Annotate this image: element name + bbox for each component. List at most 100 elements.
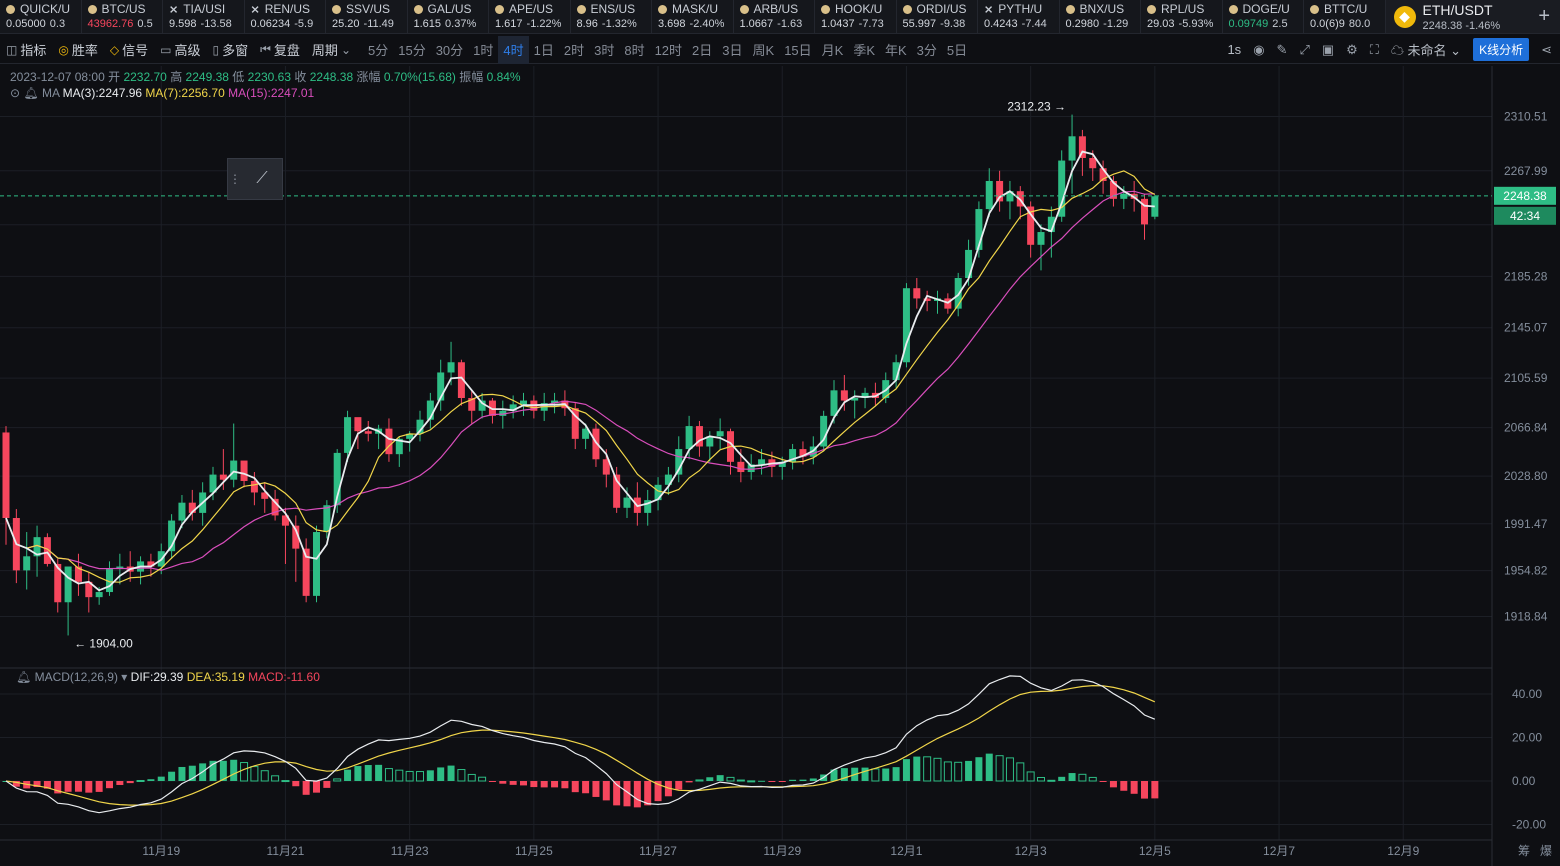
interval-3[interactable]: 1时 — [473, 43, 494, 58]
interval-18[interactable]: 5日 — [946, 43, 968, 58]
ticker-item[interactable]: GAL/US 1.615 0.37% — [408, 0, 489, 34]
interval-4[interactable]: 4时 — [498, 35, 529, 64]
drawing-toolbox[interactable]: ⋮ ⟋ — [227, 158, 283, 200]
macd-bar — [271, 775, 280, 782]
ticker-item[interactable]: QUICK/U 0.05000 0.3 — [0, 0, 82, 34]
macd-bar — [85, 781, 93, 793]
camera-icon[interactable]: ◉ — [1253, 41, 1265, 57]
ticker-price-row: 0.09749 2.5 — [1229, 18, 1304, 30]
add-symbol-icon[interactable]: + — [1538, 5, 1550, 27]
candle — [1099, 160, 1107, 194]
candle-body — [592, 428, 600, 460]
ticker-item[interactable]: ARB/US 1.0667 -1.63 — [734, 0, 815, 34]
candle — [168, 514, 176, 559]
interval-6[interactable]: 2时 — [563, 43, 585, 58]
interval-13[interactable]: 15日 — [784, 43, 812, 58]
toolbar-button-chevron-down[interactable]: 周期 ⌄ — [306, 36, 357, 64]
share-icon[interactable]: ⋖ — [1541, 41, 1552, 57]
ticker-item[interactable]: BTTC/U 0.0(6)9 80.0 — [1304, 0, 1386, 34]
ticker-price: 1.0667 — [739, 18, 774, 30]
y-axis-label: 1954.82 — [1504, 564, 1548, 578]
high-label: 高 — [170, 70, 183, 84]
cross-icon: ⨯ — [250, 3, 260, 16]
interval-8[interactable]: 8时 — [624, 43, 645, 58]
ticker-change: -9.38 — [940, 18, 966, 30]
ticker-item[interactable]: RPL/US 29.03 -5.93% — [1141, 0, 1223, 34]
ticker-item[interactable]: DOGE/U 0.09749 2.5 — [1223, 0, 1304, 34]
ma15-value: MA(15):2247.01 — [228, 86, 315, 100]
interval-12[interactable]: 周K — [752, 43, 775, 58]
current-price: 2248.38 — [1422, 19, 1463, 32]
ticker-item[interactable]: ⨯ TIA/USI 9.598 -13.58 — [163, 0, 245, 34]
bell-icon[interactable]: 🔔︎ — [23, 86, 39, 100]
macd-bar — [178, 766, 186, 781]
ticker-symbol: PYTH/U — [998, 2, 1043, 16]
ticker-item[interactable]: ORDI/US 55.997 -9.38 — [897, 0, 978, 34]
interval-14[interactable]: 月K — [821, 43, 844, 58]
toolbar-button-briefcase[interactable]: ▭ 高级 — [154, 36, 206, 64]
pencil-icon[interactable]: ✎ — [1276, 41, 1288, 57]
chevron-down-icon[interactable]: ▾ — [121, 670, 131, 684]
macd-bar — [995, 755, 1004, 782]
candle — [778, 456, 786, 480]
collapse-icon[interactable]: ⊙ — [10, 86, 21, 100]
interval-1[interactable]: 15分 — [398, 43, 426, 58]
interval-9[interactable]: 12时 — [654, 43, 683, 58]
macd-bar — [1109, 781, 1117, 788]
interval-7[interactable]: 3时 — [594, 43, 615, 58]
ticker-item[interactable]: BNX/US 0.2980 -1.29 — [1060, 0, 1141, 34]
interval-16[interactable]: 年K — [885, 43, 907, 58]
ticker-symbol: MASK/U — [672, 2, 719, 16]
ticker-item[interactable]: HOOK/U 1.0437 -7.73 — [815, 0, 897, 34]
interval-0[interactable]: 5分 — [368, 43, 389, 58]
current-change: -1.46% — [1465, 19, 1501, 32]
candle — [592, 423, 600, 467]
amplitude-label: 振幅 — [459, 70, 484, 84]
trend-line-icon[interactable]: ⟋ — [256, 170, 268, 187]
toolbar-button-window[interactable]: ▯ 多窗 — [206, 36, 254, 64]
expand-icon[interactable]: ⤢ — [1299, 41, 1310, 57]
interval-5[interactable]: 1日 — [533, 43, 554, 58]
ticker-symbol: BTC/US — [101, 2, 146, 16]
ticker-item[interactable]: ⨯ REN/US 0.06234 -5.9 — [245, 0, 326, 34]
ma7-line — [5, 170, 1156, 583]
bell-icon[interactable]: 🔔︎ — [16, 670, 32, 684]
macd-legend: 🔔︎ MACD(12,26,9) ▾ DIF:29.39 DEA:35.19 M… — [16, 670, 320, 684]
candle — [209, 466, 217, 501]
candle — [675, 436, 683, 483]
interval-1s[interactable]: 1s — [1227, 42, 1242, 57]
toolbar-label: 周期 — [311, 43, 338, 58]
fullscreen-icon[interactable]: ⛶ — [1369, 41, 1379, 57]
kline-analysis-button[interactable]: K线分析 — [1473, 38, 1530, 61]
axis-setting-chou[interactable]: 筹 — [1518, 844, 1530, 858]
ticker-item[interactable]: APE/US 1.617 -1.22% — [489, 0, 571, 34]
candle — [74, 553, 82, 596]
ticker-item[interactable]: MASK/U 3.698 -2.40% — [652, 0, 734, 34]
candle — [882, 372, 890, 404]
toolbar-button-signal[interactable]: ◇ 信号 — [104, 36, 154, 64]
candle-body — [1099, 168, 1107, 181]
settings-icon[interactable]: ⚙ — [1346, 41, 1358, 57]
candle-body — [654, 484, 662, 501]
interval-11[interactable]: 3日 — [722, 43, 743, 58]
axis-setting-bao[interactable]: 爆 — [1540, 844, 1552, 858]
interval-15[interactable]: 季K — [853, 43, 875, 58]
current-symbol[interactable]: ◆ ETH/USDT 2248.38 -1.46% + — [1385, 0, 1560, 33]
interval-17[interactable]: 3分 — [916, 43, 937, 58]
toolbar-button-chart[interactable]: ◫ 指标 — [0, 36, 52, 64]
countdown-text: 42:34 — [1510, 209, 1540, 223]
interval-10[interactable]: 2日 — [692, 43, 713, 58]
ticker-item[interactable]: BTC/US 43962.76 0.5 — [82, 0, 163, 34]
candles — [2, 114, 1159, 636]
toolbar-button-target[interactable]: ◎ 胜率 — [52, 36, 104, 64]
save-icon[interactable]: ▣ — [1321, 41, 1335, 57]
layout-selector[interactable]: ☁ 未命名 ⌄ — [1390, 43, 1462, 58]
drag-handle-icon[interactable]: ⋮ — [229, 172, 241, 186]
ticker-item[interactable]: SSV/US 25.20 -11.49 — [326, 0, 408, 34]
ticker-item[interactable]: ⨯ PYTH/U 0.4243 -7.44 — [978, 0, 1060, 34]
ticker-price-row: 25.20 -11.49 — [332, 18, 407, 30]
interval-2[interactable]: 30分 — [435, 43, 464, 58]
toolbar-button-replay[interactable]: ⏮ 复盘 — [254, 36, 306, 64]
ticker-item[interactable]: ENS/US 8.96 -1.32% — [571, 0, 652, 34]
